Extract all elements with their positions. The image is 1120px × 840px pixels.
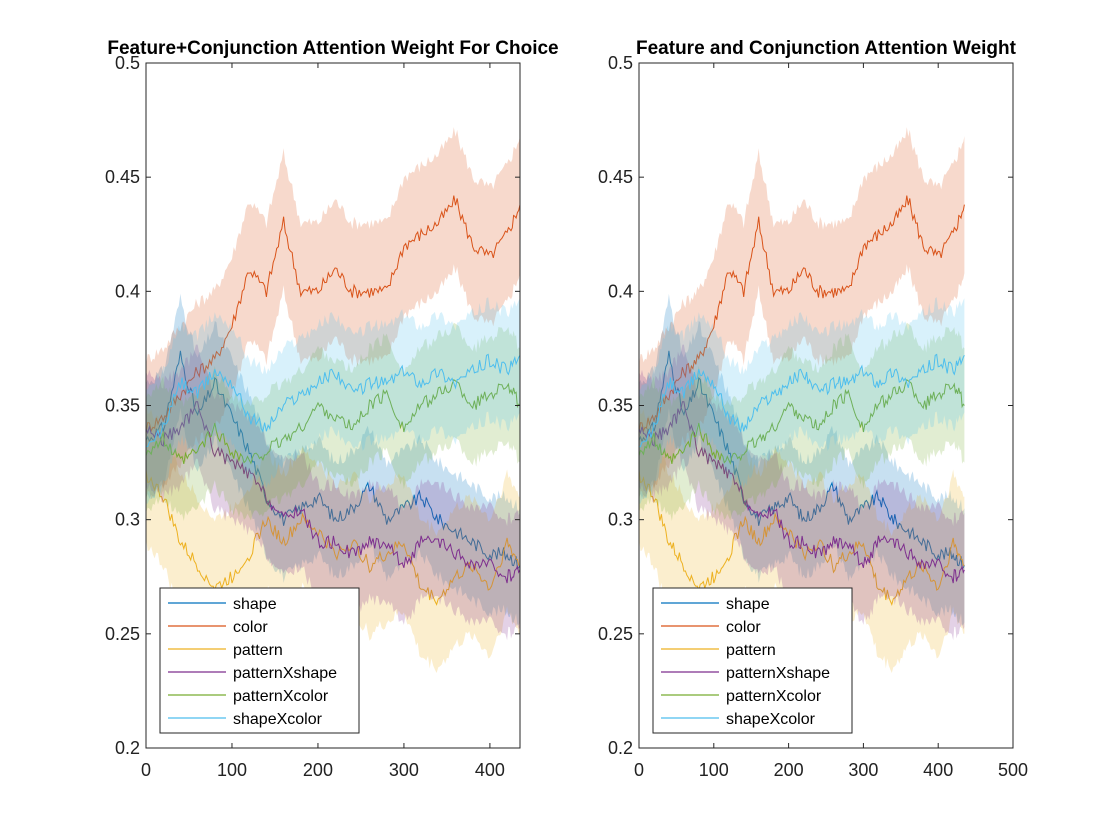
y-tick-label: 0.3 <box>608 510 633 530</box>
y-tick-label: 0.3 <box>115 510 140 530</box>
legend-label-patternXshape: patternXshape <box>233 665 337 682</box>
line-patternXcolor <box>145 379 521 465</box>
line-shapeXcolor <box>638 353 965 448</box>
y-tick-label: 0.35 <box>598 396 633 416</box>
right-chart-panel: 0.2 0.25 0.3 0.35 0.4 0.45 0.5 0 100 200 300 400 500… <box>598 38 1028 780</box>
y-tick-label: 0.5 <box>608 53 633 73</box>
line-patternXshape <box>638 401 965 584</box>
legend-label-color: color <box>233 619 268 636</box>
x-tick-label: 200 <box>303 760 333 780</box>
x-tick-label: 300 <box>389 760 419 780</box>
x-tick-label: 0 <box>634 760 644 780</box>
y-tick-label: 0.4 <box>115 281 140 301</box>
band-patternXcolor <box>146 322 520 521</box>
line-patternXshape <box>145 401 521 584</box>
line-color <box>638 195 965 434</box>
chart-title: Feature and Conjunction Attention Weight <box>636 38 1017 59</box>
legend-box <box>159 587 360 734</box>
band-shape <box>146 293 520 626</box>
left-chart-panel: 0.2 0.25 0.3 0.35 0.4 0.45 0.5 0 100 200 300 400 Fea… <box>105 38 559 780</box>
legend-label-patternXcolor: patternXcolor <box>233 688 329 705</box>
line-patternXcolor <box>638 379 965 465</box>
y-tick-label: 0.2 <box>115 738 140 758</box>
x-tick-label: 0 <box>141 760 151 780</box>
line-pattern <box>638 469 965 607</box>
x-tick-label: 100 <box>217 760 247 780</box>
chart-title: Feature+Conjunction Attention Weight For… <box>107 38 558 59</box>
legend-box <box>652 587 853 734</box>
x-tick-label: 200 <box>774 760 804 780</box>
line-color <box>145 195 521 434</box>
line-pattern <box>145 469 520 606</box>
band-shape <box>639 293 965 626</box>
legend: shape color pattern patternXshape patternXco… <box>652 587 853 734</box>
band-shapeXcolor <box>639 297 965 504</box>
legend-label-shape: shape <box>726 596 770 613</box>
y-tick-label: 0.25 <box>598 624 633 644</box>
band-patternXcolor <box>639 322 965 521</box>
band-color <box>639 127 965 502</box>
band-color <box>146 127 520 502</box>
band-patternXshape <box>639 344 965 641</box>
band-shapeXcolor <box>146 297 520 504</box>
legend-label-shapeXcolor: shapeXcolor <box>233 711 323 728</box>
legend-label-color: color <box>726 619 761 636</box>
legend-label-shape: shape <box>233 596 277 613</box>
legend-label-shapeXcolor: shapeXcolor <box>726 711 816 728</box>
y-tick-label: 0.5 <box>115 53 140 73</box>
y-tick-label: 0.25 <box>105 624 140 644</box>
y-tick-label: 0.35 <box>105 396 140 416</box>
line-shapeXcolor <box>145 353 521 448</box>
x-tick-label: 500 <box>998 760 1028 780</box>
band-patternXshape <box>146 344 520 641</box>
legend: shape color pattern patternXshape patternXco… <box>159 587 360 734</box>
y-tick-label: 0.2 <box>608 738 633 758</box>
legend-label-pattern: pattern <box>726 642 776 659</box>
y-tick-label: 0.45 <box>105 167 140 187</box>
legend-label-pattern: pattern <box>233 642 283 659</box>
x-tick-label: 400 <box>475 760 505 780</box>
x-tick-label: 100 <box>699 760 729 780</box>
legend-label-patternXcolor: patternXcolor <box>726 688 822 705</box>
legend-label-patternXshape: patternXshape <box>726 665 830 682</box>
x-tick-label: 400 <box>923 760 953 780</box>
y-tick-label: 0.4 <box>608 281 633 301</box>
line-shape <box>638 350 965 570</box>
line-shape <box>145 350 521 570</box>
y-tick-label: 0.45 <box>598 167 633 187</box>
x-tick-label: 300 <box>848 760 878 780</box>
